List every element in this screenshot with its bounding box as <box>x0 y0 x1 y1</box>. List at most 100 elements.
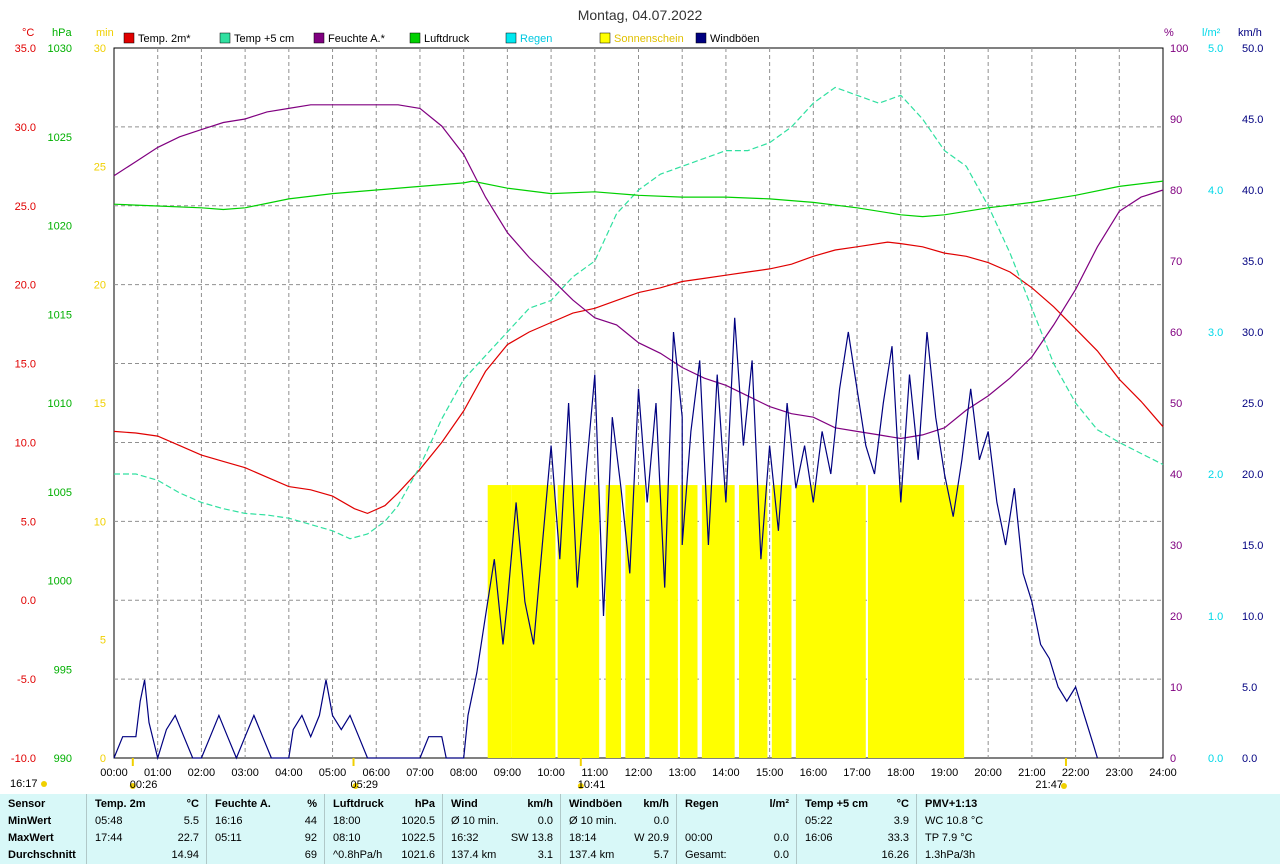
axis-tick-rain: 3.0 <box>1208 327 1223 339</box>
legend-swatch-3 <box>409 32 421 44</box>
stats-cell-label: 16:32 <box>451 832 479 844</box>
stats-column: Temp. 2m °C 05:48 5.5 17:44 22.7 14.94 <box>86 794 207 864</box>
series-line-1 <box>114 86 1164 540</box>
stats-cell-value: 16.26 <box>881 849 909 861</box>
stats-cell-value: W 20.9 <box>634 832 669 844</box>
axis-tick-pressure: 990 <box>54 753 72 765</box>
sunshine-bar <box>557 485 600 758</box>
x-tick-label: 15:00 <box>756 767 784 779</box>
stats-column-title: Feuchte A. <box>215 798 271 810</box>
x-tick-label: 02:00 <box>188 767 216 779</box>
stats-column: PMV+1:13 WC 10.8 °C TP 7.9 °C 1.3hPa/3h <box>916 794 1280 864</box>
stats-row-label: Durchschnitt <box>8 849 76 861</box>
axis-tick-gusts: 35.0 <box>1242 256 1263 268</box>
axis-tick-sunshine: 15 <box>94 398 106 410</box>
axis-tick-temp: 25.0 <box>15 201 36 213</box>
axis-unit-temp: °C <box>22 27 34 39</box>
x-tick-label: 03:00 <box>231 767 259 779</box>
stats-cell-value: 14.94 <box>171 849 199 861</box>
axis-unit-pressure: hPa <box>52 27 72 39</box>
stats-cell-label: 17:44 <box>95 832 123 844</box>
x-tick-label: 13:00 <box>668 767 696 779</box>
x-tick-label: 12:00 <box>625 767 653 779</box>
x-tick-label: 09:00 <box>494 767 522 779</box>
axis-tick-sunshine: 0 <box>100 753 106 765</box>
sun-marker-icon <box>577 783 584 789</box>
x-tick-label: 05:00 <box>319 767 347 779</box>
axis-tick-pressure: 1005 <box>48 487 72 499</box>
stats-cell-value: 3.1 <box>537 849 553 861</box>
marker-time: 21:47 <box>1035 779 1063 791</box>
axis-tick-humidity: 50 <box>1170 398 1182 410</box>
axis-tick-gusts: 25.0 <box>1242 398 1263 410</box>
axis-tick-humidity: 20 <box>1170 611 1182 623</box>
stats-row-label: MinWert <box>8 815 52 827</box>
chart-title: Montag, 04.07.2022 <box>578 7 703 23</box>
stats-column-title: PMV+1:13 <box>925 798 978 810</box>
stats-row-label: MaxWert <box>8 832 54 844</box>
axis-tick-sunshine: 10 <box>94 516 106 528</box>
axis-tick-rain: 1.0 <box>1208 611 1223 623</box>
axis-tick-humidity: 10 <box>1170 682 1182 694</box>
axis-tick-humidity: 100 <box>1170 43 1188 55</box>
axis-tick-temp: 10.0 <box>15 437 36 449</box>
legend-label-0: Temp. 2m* <box>138 33 191 45</box>
axis-tick-humidity: 70 <box>1170 256 1182 268</box>
axis-tick-temp: -5.0 <box>17 674 36 686</box>
legend-label-1: Temp +5 cm <box>234 33 294 45</box>
x-tick-label: 11:00 <box>581 767 608 779</box>
stats-column-unit: km/h <box>527 798 553 810</box>
stats-column: Temp +5 cm °C 05:22 3.9 16:06 33.3 16.26 <box>796 794 917 864</box>
stats-column: Regen l/m² 00:00 0.0 Gesamt: 0.0 <box>676 794 797 864</box>
series-line-0 <box>113 241 1164 515</box>
axis-tick-gusts: 5.0 <box>1242 682 1257 694</box>
axis-tick-temp: 5.0 <box>21 516 36 528</box>
marker-time: 10:41 <box>578 779 606 791</box>
stats-cell-label: 08:10 <box>333 832 361 844</box>
stats-cell-value: 5.7 <box>653 849 669 861</box>
axis-tick-pressure: 1030 <box>48 43 72 55</box>
x-tick-label: 00:00 <box>100 767 128 779</box>
axis-tick-rain: 2.0 <box>1208 469 1223 481</box>
stats-cell-label: 16:16 <box>215 815 243 827</box>
x-tick-label: 07:00 <box>406 767 434 779</box>
stats-cell-value: 33.3 <box>887 832 909 844</box>
axis-tick-humidity: 80 <box>1170 185 1182 197</box>
axis-tick-sunshine: 25 <box>94 161 106 173</box>
sunshine-bar <box>625 485 646 758</box>
x-tick-label: 04:00 <box>275 767 303 779</box>
stats-column-unit: l/m² <box>769 798 789 810</box>
stats-cell-label: 05:22 <box>805 815 833 827</box>
legend-label-4: Regen <box>520 33 552 45</box>
stats-column-unit: hPa <box>414 798 435 810</box>
axis-tick-gusts: 20.0 <box>1242 469 1263 481</box>
legend-swatch-1 <box>219 32 231 44</box>
sunshine-bar <box>487 485 512 758</box>
legend-swatch-2 <box>313 32 325 44</box>
legend-swatch-6 <box>695 32 707 44</box>
sun-icon <box>41 781 47 787</box>
stats-cell-label: 05:11 <box>215 832 242 844</box>
stats-cell-value: 44 <box>304 815 317 827</box>
axis-tick-gusts: 30.0 <box>1242 327 1263 339</box>
axis-tick-sunshine: 5 <box>100 635 106 647</box>
stats-cell-value: 3.9 <box>893 815 909 827</box>
stats-column: Windböen km/h Ø 10 min. 0.0 18:14 W 20.9 137.4… <box>560 794 677 864</box>
series-line-2 <box>113 104 1164 440</box>
x-tick-label: 18:00 <box>887 767 915 779</box>
axis-tick-pressure: 995 <box>54 664 72 676</box>
axis-tick-gusts: 45.0 <box>1242 114 1263 126</box>
axis-tick-temp: 30.0 <box>15 122 36 134</box>
stats-column-title: Luftdruck <box>333 798 384 810</box>
stats-cell-value: 22.7 <box>177 832 199 844</box>
stats-cell-value: 5.5 <box>183 815 199 827</box>
legend-swatch-0 <box>123 32 135 44</box>
stats-cell-value: 0.0 <box>773 849 789 861</box>
x-tick-label: 20:00 <box>974 767 1002 779</box>
axis-tick-temp: 35.0 <box>15 43 36 55</box>
x-tick-label: 08:00 <box>450 767 478 779</box>
corner-time: 16:17 <box>10 778 38 790</box>
statistics-table: Sensor MinWert MaxWert Durchschnitt Temp. 2m… <box>0 794 1280 864</box>
stats-cell-value: 0.0 <box>653 815 669 827</box>
sunshine-bar <box>680 485 698 758</box>
